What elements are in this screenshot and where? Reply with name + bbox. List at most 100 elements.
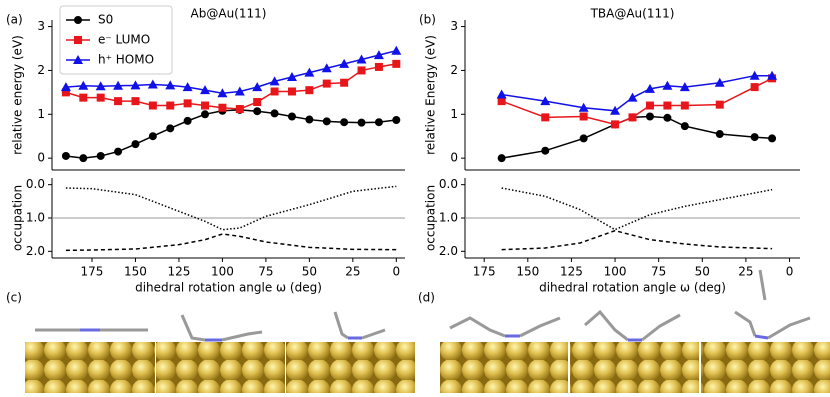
- marker: [253, 107, 262, 116]
- surface: [440, 342, 568, 393]
- marker: [252, 82, 263, 92]
- legend-label: S0: [98, 13, 113, 27]
- x-tick-label: 25: [345, 265, 360, 279]
- marker: [305, 115, 314, 124]
- marker: [183, 99, 192, 108]
- x-axis-label: dihedral rotation angle ω (deg): [539, 281, 726, 295]
- marker: [79, 93, 88, 102]
- marker: [114, 147, 123, 156]
- marker: [579, 112, 588, 121]
- marker: [269, 76, 280, 86]
- marker: [95, 81, 106, 91]
- image-c: (c): [6, 291, 415, 393]
- marker: [357, 118, 366, 127]
- surface: [570, 342, 699, 393]
- marker: [131, 97, 140, 106]
- marker: [287, 112, 296, 121]
- y-axis-label: occupation: [424, 185, 438, 251]
- legend-label: e⁻ LUMO: [98, 33, 150, 47]
- y-tick-label: 1.0: [26, 211, 45, 225]
- marker: [253, 98, 262, 107]
- x-tick-label: 175: [473, 265, 496, 279]
- y-tick-label: 2: [450, 63, 458, 77]
- marker: [270, 109, 279, 118]
- marker: [768, 134, 777, 143]
- marker: [541, 113, 550, 122]
- chart-title: Ab@Au(111): [191, 7, 267, 21]
- marker: [79, 154, 88, 163]
- marker: [578, 102, 589, 112]
- series-line: [65, 185, 397, 231]
- x-tick-label: 50: [302, 265, 317, 279]
- legend-box: [59, 5, 173, 75]
- marker: [165, 80, 176, 90]
- x-tick-label: 0: [392, 265, 400, 279]
- marker: [373, 50, 384, 60]
- marker: [497, 97, 506, 106]
- marker: [679, 82, 690, 92]
- marker: [113, 80, 124, 90]
- marker: [715, 100, 724, 109]
- marker: [392, 59, 401, 68]
- y-tick-label: 2.0: [26, 244, 45, 258]
- marker: [374, 118, 383, 127]
- panel-label: (b): [419, 13, 436, 27]
- marker: [96, 151, 105, 160]
- marker: [322, 79, 331, 88]
- series-line: [501, 229, 773, 251]
- marker: [61, 88, 70, 97]
- marker: [715, 130, 724, 139]
- y-tick-label: 1: [450, 107, 458, 121]
- marker: [182, 82, 193, 92]
- marker: [497, 154, 506, 163]
- marker: [680, 101, 689, 110]
- panel-label: (c): [6, 291, 22, 305]
- x-tick-label: 125: [560, 265, 583, 279]
- y-tick-label: 3: [37, 19, 45, 33]
- marker: [201, 110, 210, 119]
- marker: [304, 67, 315, 77]
- marker: [305, 86, 314, 95]
- marker: [662, 80, 673, 90]
- x-tick-label: 100: [604, 265, 627, 279]
- molecule: [35, 311, 386, 342]
- marker: [579, 134, 588, 143]
- x-tick-label: 150: [124, 265, 147, 279]
- marker: [130, 80, 141, 90]
- y-axis-label: relative energy (eV): [11, 35, 25, 155]
- marker: [628, 113, 637, 122]
- marker: [78, 80, 89, 90]
- marker: [611, 120, 620, 129]
- marker: [680, 122, 689, 131]
- y-tick-label: 2.0: [439, 244, 458, 258]
- marker: [749, 70, 760, 80]
- marker: [235, 105, 244, 114]
- marker: [357, 66, 366, 75]
- marker: [96, 93, 105, 102]
- marker: [540, 96, 551, 106]
- marker: [147, 79, 158, 89]
- chart-title: TBA@Au(111): [590, 7, 675, 21]
- marker: [60, 82, 71, 92]
- x-tick-label: 50: [695, 265, 710, 279]
- marker: [496, 89, 507, 99]
- x-tick-label: 0: [786, 265, 794, 279]
- marker: [234, 86, 245, 96]
- marker: [270, 87, 279, 96]
- y-tick-label: 3: [450, 19, 458, 33]
- marker: [374, 62, 383, 71]
- panel-label: (d): [418, 291, 435, 305]
- y-tick-label: 2: [37, 63, 45, 77]
- marker: [663, 101, 672, 110]
- molecule: [449, 269, 811, 342]
- marker: [74, 16, 82, 24]
- marker: [131, 140, 140, 149]
- marker: [356, 54, 367, 64]
- x-tick-label: 25: [738, 265, 753, 279]
- marker: [339, 58, 350, 68]
- marker: [217, 88, 228, 98]
- marker: [644, 83, 655, 93]
- series-line: [501, 74, 773, 112]
- marker: [541, 146, 550, 155]
